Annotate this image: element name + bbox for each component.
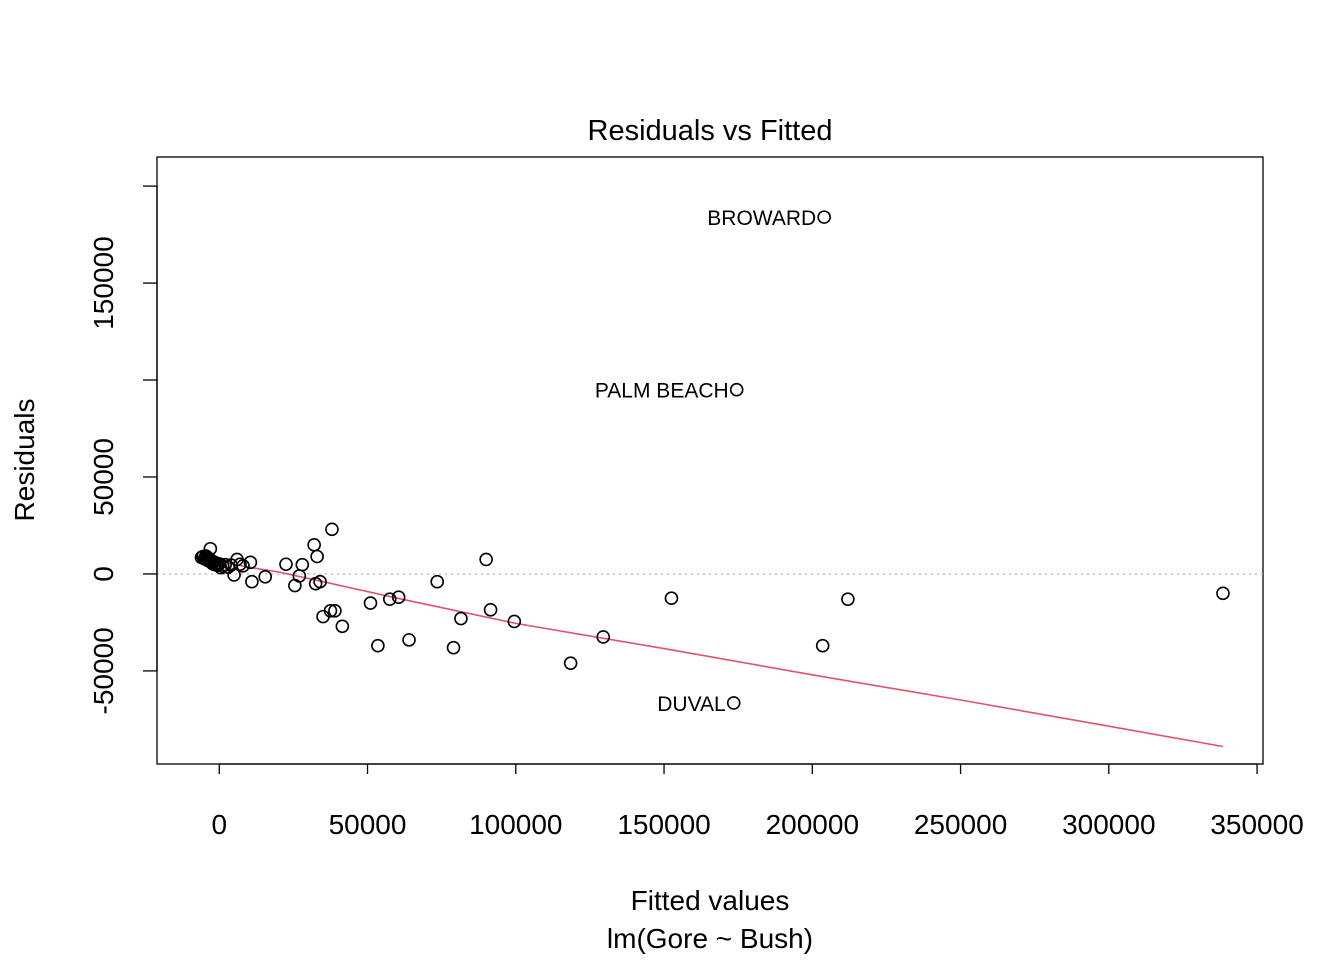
data-point [218, 557, 232, 572]
smoother-line [201, 556, 1224, 748]
data-point [815, 638, 830, 653]
chart-title: Residuals vs Fitted [588, 115, 833, 147]
data-point [454, 611, 468, 626]
data-point [729, 382, 744, 397]
point-label: PALM BEACH [595, 380, 729, 403]
data-point [313, 574, 327, 589]
data-point [236, 559, 250, 573]
data-point [479, 552, 493, 567]
data-point [227, 568, 241, 582]
data-point [210, 558, 225, 573]
x-tick-label: 150000 [617, 809, 710, 840]
point-label: DUVAL [657, 693, 725, 716]
data-point [310, 549, 324, 564]
data-point [483, 603, 498, 617]
x-tick-label: 250000 [914, 809, 1007, 840]
data-point [258, 570, 273, 584]
data-point [363, 596, 378, 610]
chart-subtitle: lm(Gore ~ Bush) [607, 923, 813, 954]
data-point [391, 590, 406, 605]
y-tick-label: -50000 [88, 627, 119, 714]
data-point [402, 633, 416, 647]
plot-frame [156, 156, 1264, 765]
y-tick-label: 0 [88, 566, 119, 582]
plot-area: 0 50000 100000 150000 200000 250000 300000 3500… [88, 156, 1304, 840]
data-point [245, 574, 259, 589]
data-point [507, 614, 522, 629]
data-point [664, 591, 679, 605]
data-point [328, 603, 342, 618]
data-point [817, 210, 831, 224]
x-tick-label: 200000 [766, 809, 859, 840]
data-point [325, 522, 339, 537]
y-tick-label: 150000 [88, 236, 119, 329]
data-point [596, 630, 611, 644]
x-tick-label: 350000 [1210, 809, 1303, 840]
x-tick-label: 50000 [329, 809, 407, 840]
data-point [446, 640, 461, 655]
x-tick-label: 0 [211, 809, 227, 840]
point-label: BROWARD [707, 207, 816, 230]
data-point [279, 557, 293, 572]
data-point [563, 656, 578, 670]
data-point [307, 538, 321, 552]
data-point [295, 557, 310, 572]
data-point [243, 555, 258, 570]
y-tick-label: 50000 [88, 438, 119, 516]
data-point [841, 592, 855, 606]
x-tick-label: 100000 [469, 809, 562, 840]
data-point [216, 559, 230, 573]
data-point [382, 592, 397, 606]
data-point [726, 696, 741, 710]
x-axis-label: Fitted values [631, 885, 790, 916]
data-point [323, 603, 338, 618]
x-tick-label: 300000 [1062, 809, 1155, 840]
data-point [335, 619, 350, 634]
data-point [371, 638, 385, 653]
data-point [430, 574, 445, 589]
data-point [1216, 586, 1230, 601]
y-axis-label: Residuals [9, 399, 40, 522]
